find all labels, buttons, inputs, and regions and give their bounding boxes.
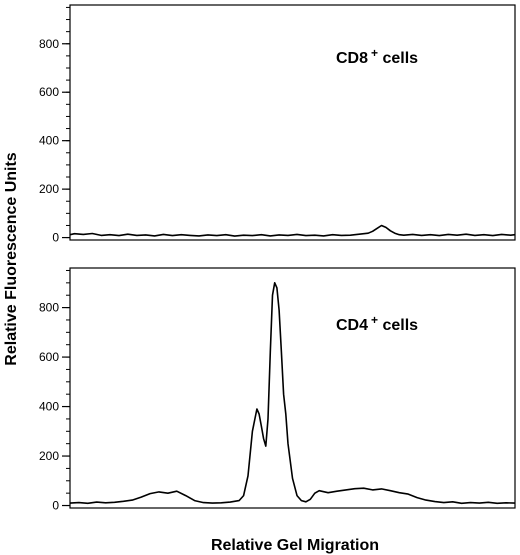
y-tick-label: 400 <box>39 134 59 148</box>
series-line <box>69 224 516 237</box>
plot-frame <box>69 4 516 241</box>
plot-frame <box>69 267 516 509</box>
y-axis-title: Relative Fluorescence Units <box>3 152 20 366</box>
panel-label: CD8 + cells <box>336 46 418 67</box>
y-tick-label: 200 <box>39 182 59 196</box>
y-tick-label: 0 <box>52 499 59 513</box>
y-tick-label: 800 <box>39 301 59 315</box>
panel-cd4: 0 200 400 600 800 CD4 + cells <box>39 267 516 513</box>
series-line <box>69 282 516 505</box>
y-tick-label: 800 <box>39 37 59 51</box>
x-axis-title: Relative Gel Migration <box>211 537 379 554</box>
y-tick-label: 600 <box>39 350 59 364</box>
y-tick-label: 0 <box>52 231 59 245</box>
panel-cd8: 0 200 400 600 800 CD8 + cells <box>39 4 516 245</box>
panel-label: CD4 + cells <box>336 313 418 334</box>
y-tick-label: 200 <box>39 449 59 463</box>
y-tick-label: 600 <box>39 85 59 99</box>
y-tick-label: 400 <box>39 400 59 414</box>
